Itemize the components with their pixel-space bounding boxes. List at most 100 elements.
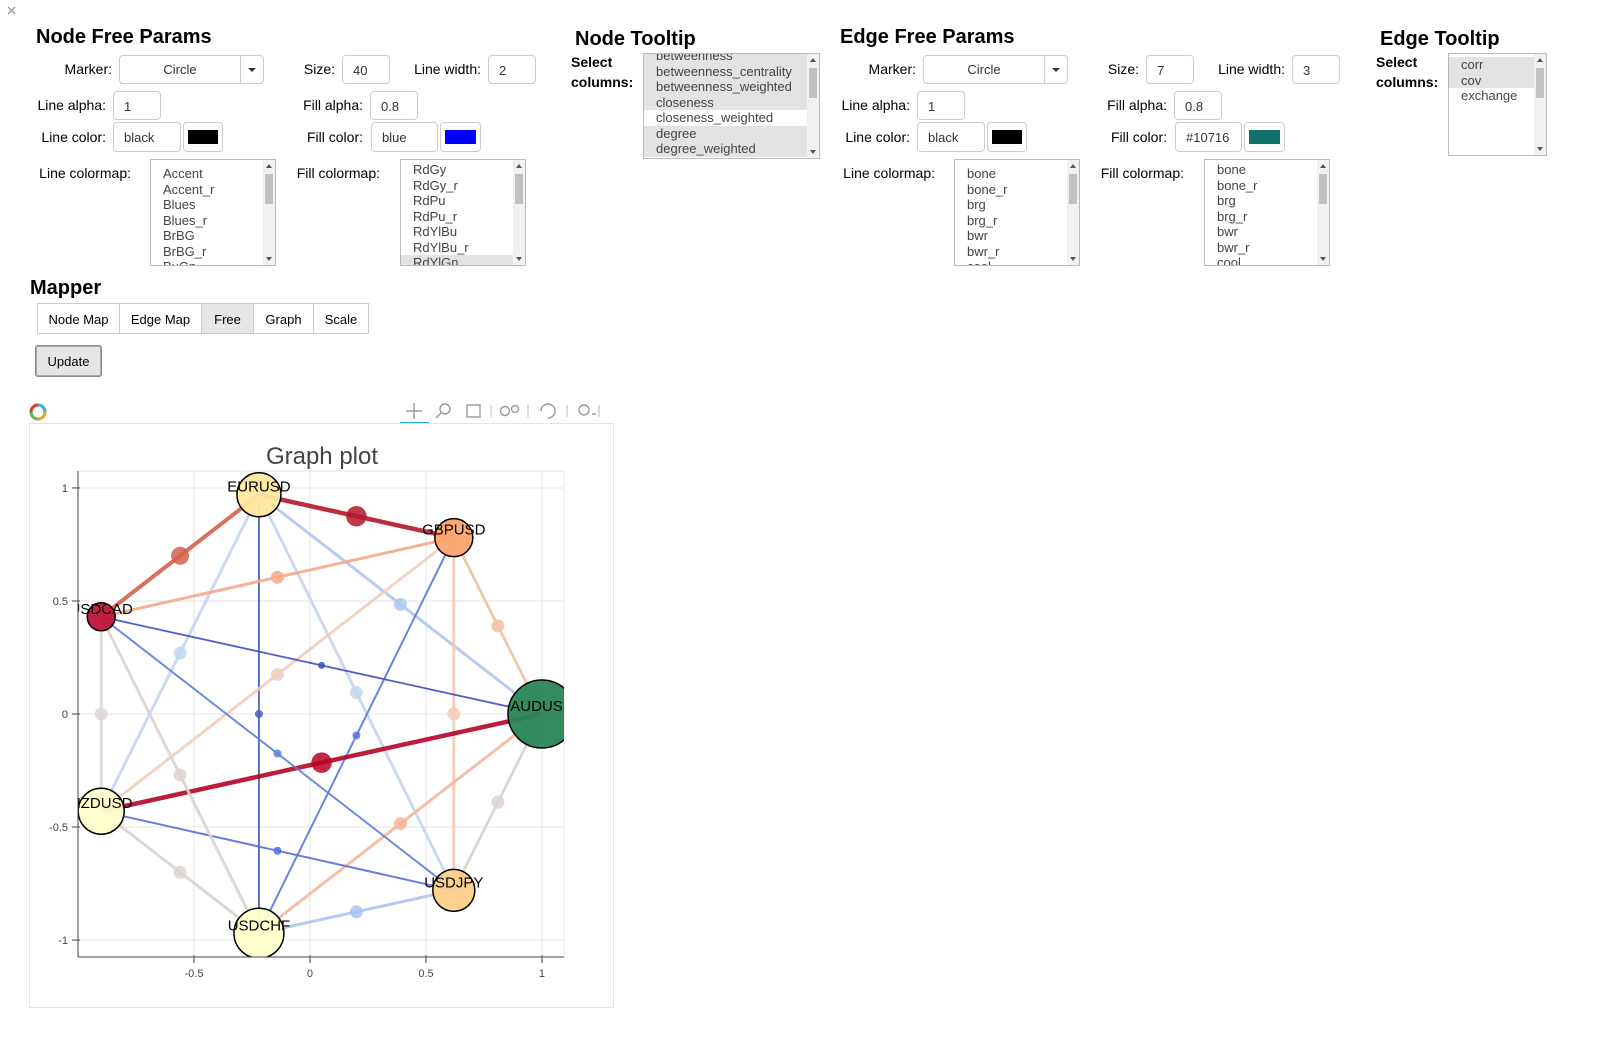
node-label: NZDUSD	[70, 795, 133, 812]
color-swatch[interactable]	[183, 122, 223, 152]
list-option[interactable]: cool	[955, 259, 1077, 265]
text-input[interactable]: 3	[1292, 55, 1340, 84]
listbox[interactable]: corr cov exchange	[1448, 53, 1547, 156]
list-option[interactable]: corr	[1449, 57, 1544, 73]
list-option[interactable]: RdPu	[413, 193, 446, 208]
list-option[interactable]: exchange	[1461, 88, 1518, 103]
scroll-up[interactable]	[266, 164, 272, 168]
list-option[interactable]: RdPu_r	[413, 208, 458, 224]
scroll-up[interactable]	[516, 164, 522, 168]
zoom-tool[interactable]	[466, 404, 481, 418]
scroll-down[interactable]	[1320, 257, 1326, 261]
scroll-down[interactable]	[1537, 147, 1543, 151]
list-option[interactable]: degree_weighted	[644, 141, 817, 157]
scroll-up[interactable]	[810, 58, 816, 62]
text-input[interactable]: 0.8	[370, 91, 418, 120]
update-button[interactable]: Update	[35, 345, 102, 377]
list-option[interactable]: RdYlBu_r	[413, 239, 469, 255]
list-option[interactable]: bwr	[1217, 224, 1238, 239]
list-option[interactable]: betweenness_centrality	[644, 63, 817, 79]
section-title: Node Tooltip	[575, 28, 696, 50]
hover-tool[interactable]	[578, 404, 596, 416]
text-input[interactable]: 1	[113, 91, 161, 120]
color-swatch[interactable]	[440, 122, 481, 152]
scrollbar	[1534, 54, 1546, 155]
tab[interactable]: Scale	[313, 303, 369, 334]
list-option[interactable]: bone	[1217, 162, 1246, 177]
scroll-down[interactable]	[1070, 257, 1076, 261]
scroll-down[interactable]	[266, 257, 272, 261]
list-option[interactable]: brg	[1217, 193, 1236, 208]
list-option[interactable]: bone	[967, 166, 996, 181]
text-input[interactable]: 7	[1146, 55, 1194, 84]
list-option[interactable]: Blues	[163, 197, 196, 212]
tab[interactable]: Graph	[253, 303, 314, 334]
graph: EURUSD GBPUSD AUDUSD USDJPY USDCHF NZDUSD USDC…	[70, 471, 564, 957]
scroll-down[interactable]	[516, 257, 522, 261]
list-option[interactable]: closeness	[644, 94, 817, 110]
box-zoom-tool[interactable]	[435, 403, 451, 419]
text-input[interactable]: 40	[342, 55, 390, 84]
list-option[interactable]: BrBG_r	[163, 243, 207, 259]
tab[interactable]: Node Map	[37, 303, 120, 334]
select-arrow[interactable]	[248, 68, 256, 72]
list-option[interactable]: bone_r	[967, 181, 1008, 197]
text-input[interactable]: 0.8	[1174, 91, 1222, 120]
list-option[interactable]: RdGy	[413, 162, 447, 177]
list-option[interactable]: betweenness	[644, 54, 817, 64]
scroll-up[interactable]	[1537, 58, 1543, 62]
bokeh-logo[interactable]	[29, 403, 47, 421]
scroll-up[interactable]	[1320, 164, 1326, 168]
list-option[interactable]: brg_r	[967, 212, 998, 228]
node	[233, 907, 285, 957]
list-option[interactable]: betweenness_weighted	[644, 79, 817, 95]
select-arrow[interactable]	[1052, 68, 1060, 72]
scroll-down[interactable]	[810, 150, 816, 154]
list-option[interactable]: BuGn	[151, 259, 273, 265]
list-option[interactable]: bwr_r	[1217, 239, 1250, 255]
list-option[interactable]: cool	[1217, 255, 1241, 266]
list-option[interactable]: Accent	[163, 166, 203, 181]
list-option[interactable]: bwr_r	[967, 243, 1000, 259]
color-swatch[interactable]	[1244, 122, 1285, 152]
list-option[interactable]: RdGy_r	[413, 177, 458, 193]
list-option[interactable]: brg	[967, 197, 986, 212]
select-label: Select columns:	[571, 54, 634, 90]
list-option[interactable]: bwr	[967, 228, 988, 243]
text-input[interactable]: 2	[488, 55, 536, 84]
list-option[interactable]: closeness_weighted	[656, 110, 774, 125]
listbox[interactable]: betweenness betweenness_centrality between…	[643, 53, 820, 159]
list-option[interactable]: BrBG	[163, 228, 195, 243]
list-option[interactable]: Blues_r	[163, 212, 208, 228]
text-input[interactable]: #10716	[1175, 122, 1242, 152]
section-title: Edge Tooltip	[1380, 28, 1500, 50]
listbox[interactable]: RdGy RdGy_r RdPu RdPu_r RdYlBu RdYlBu_r RdYlGn	[400, 159, 526, 266]
text-input[interactable]: black	[113, 122, 181, 152]
list-option[interactable]: RdYlGn	[401, 255, 523, 265]
text-input[interactable]: blue	[371, 122, 438, 152]
pan-tool[interactable]	[406, 403, 422, 419]
close-icon[interactable]	[7, 6, 16, 15]
text-input[interactable]: 1	[917, 91, 965, 120]
tab[interactable]: Free	[201, 303, 254, 334]
edge-marker	[94, 707, 108, 721]
tab[interactable]: Edge Map	[119, 303, 202, 334]
scroll-up[interactable]	[1070, 164, 1076, 168]
color-swatch[interactable]	[987, 122, 1027, 152]
reset-tool[interactable]	[540, 403, 556, 419]
list-option[interactable]: bone_r	[1217, 177, 1258, 193]
select[interactable]: Circle	[119, 55, 264, 84]
list-option[interactable]: Accent_r	[163, 181, 215, 197]
select[interactable]: Circle	[923, 55, 1068, 84]
list-option[interactable]: brg_r	[1217, 208, 1248, 224]
scrollbar-thumb	[1319, 174, 1327, 204]
list-option[interactable]: RdYlBu	[413, 224, 458, 239]
list-option[interactable]: degree	[644, 125, 817, 141]
edge-marker	[271, 667, 285, 681]
wheel-zoom-tool[interactable]	[499, 404, 520, 417]
list-option[interactable]: cov	[1449, 72, 1544, 88]
text-input[interactable]: black	[917, 122, 985, 152]
